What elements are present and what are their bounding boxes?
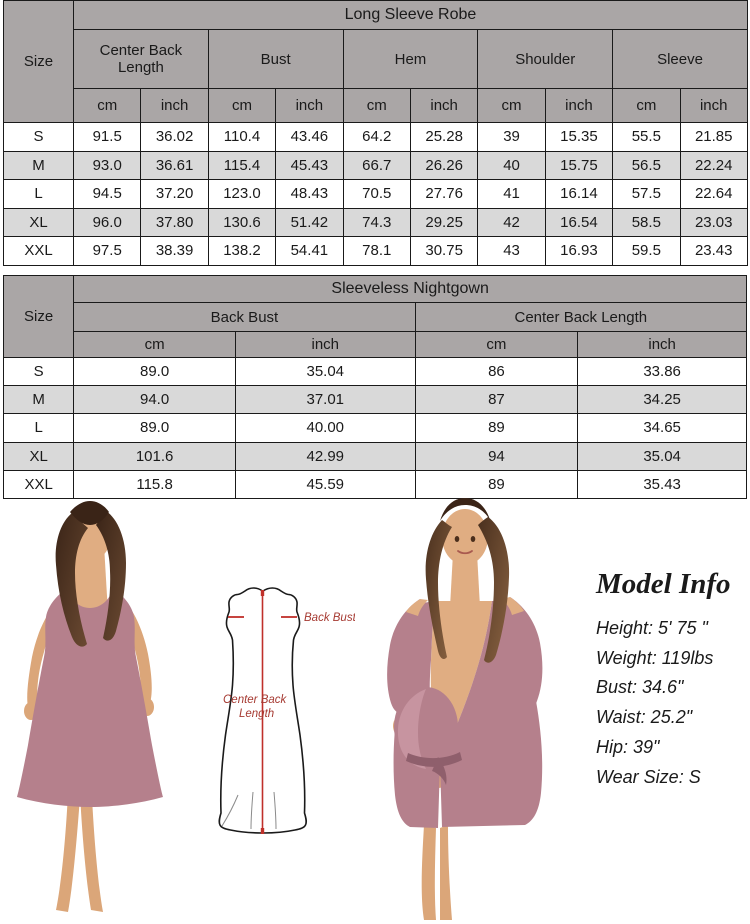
svg-text:Length: Length xyxy=(239,708,274,720)
svg-text:Center Back: Center Back xyxy=(223,694,288,706)
svg-text:Back Bust: Back Bust xyxy=(304,612,355,624)
